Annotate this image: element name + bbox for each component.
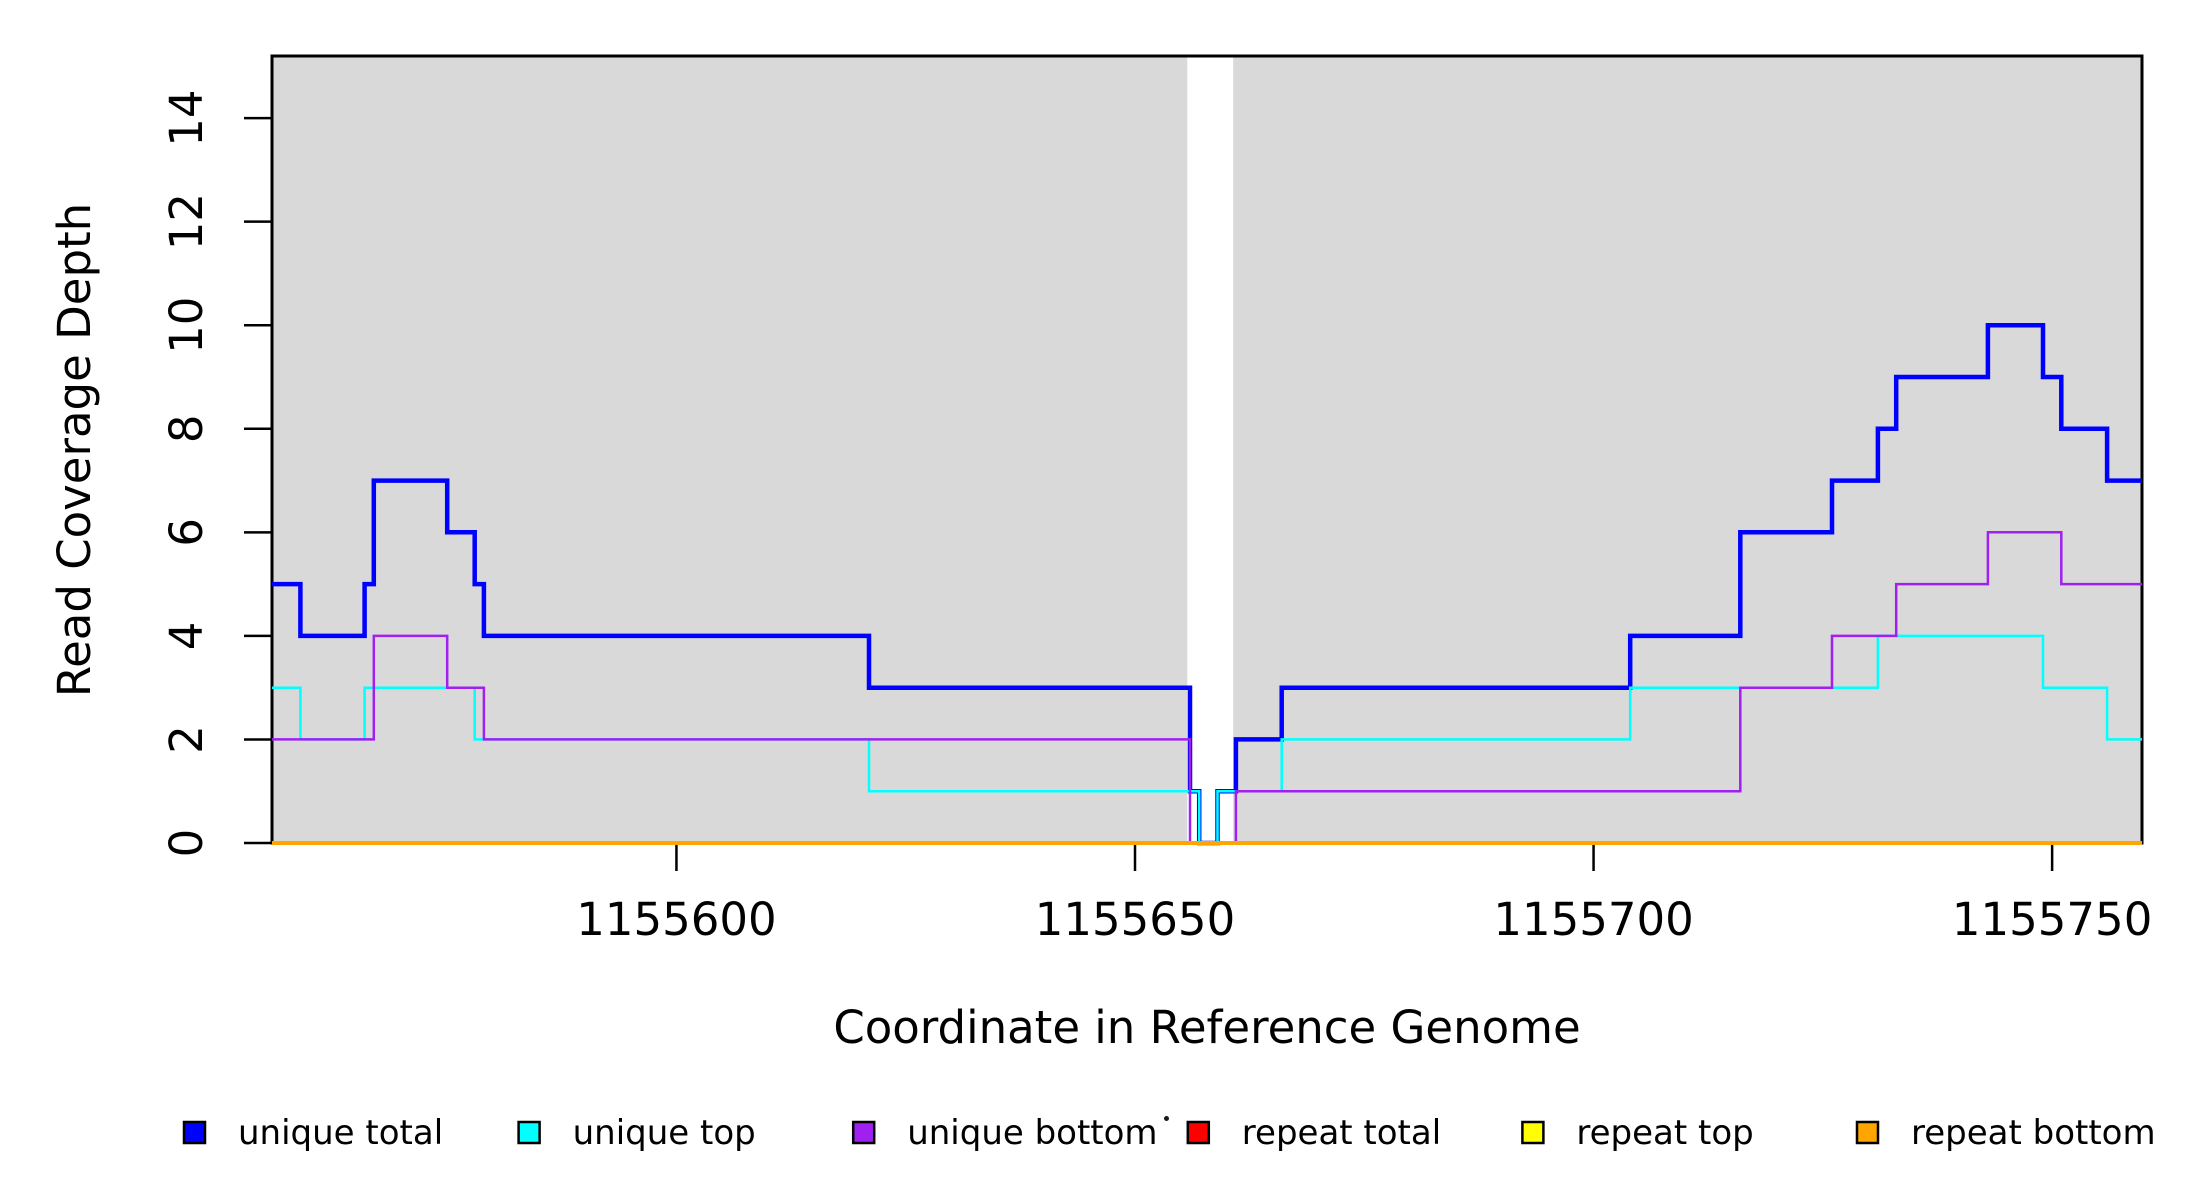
legend-label-repeat-total: repeat total bbox=[1242, 1113, 1441, 1153]
y-tick-label: 14 bbox=[160, 89, 213, 146]
legend-swatch-unique-top bbox=[517, 1120, 541, 1145]
y-tick-label: 0 bbox=[160, 829, 213, 858]
legend-label-unique-bottom: unique bottom bbox=[907, 1113, 1157, 1153]
x-axis-title: Coordinate in Reference Genome bbox=[833, 1001, 1581, 1054]
series-line-unique-bottom bbox=[272, 531, 2142, 845]
y-tick-label: 10 bbox=[160, 297, 213, 354]
y-tick-label: 4 bbox=[160, 622, 213, 651]
x-tick-label: 1155650 bbox=[1035, 893, 1235, 946]
legend-swatch-repeat-total bbox=[1186, 1120, 1211, 1145]
legend-label-unique-total: unique total bbox=[238, 1113, 443, 1153]
y-tick-label: 12 bbox=[160, 193, 213, 250]
x-tick-label: 1155700 bbox=[1493, 893, 1693, 946]
y-axis-title: Read Coverage Depth bbox=[48, 202, 101, 698]
series-line-unique-total bbox=[272, 322, 2142, 846]
y-tick-label: 8 bbox=[160, 414, 213, 443]
x-tick-label: 1155600 bbox=[576, 893, 776, 946]
y-tick-label: 6 bbox=[160, 518, 213, 547]
x-tick-label: 1155750 bbox=[1952, 893, 2152, 946]
assembly-gap-band bbox=[1187, 56, 1234, 843]
legend-label-repeat-top: repeat top bbox=[1576, 1113, 1753, 1153]
legend-label-unique-top: unique top bbox=[573, 1113, 756, 1153]
legend-swatch-unique-total bbox=[182, 1120, 207, 1145]
series-line-unique-top bbox=[272, 634, 2142, 845]
legend-swatch-unique-bottom bbox=[851, 1120, 876, 1145]
legend-swatch-repeat-bottom bbox=[1855, 1120, 1880, 1145]
legend-label-repeat-bottom: repeat bottom bbox=[1911, 1113, 2156, 1153]
y-tick-label: 2 bbox=[160, 725, 213, 754]
stray-dot-artifact bbox=[1164, 1116, 1169, 1121]
legend-swatch-repeat-top bbox=[1521, 1120, 1545, 1145]
